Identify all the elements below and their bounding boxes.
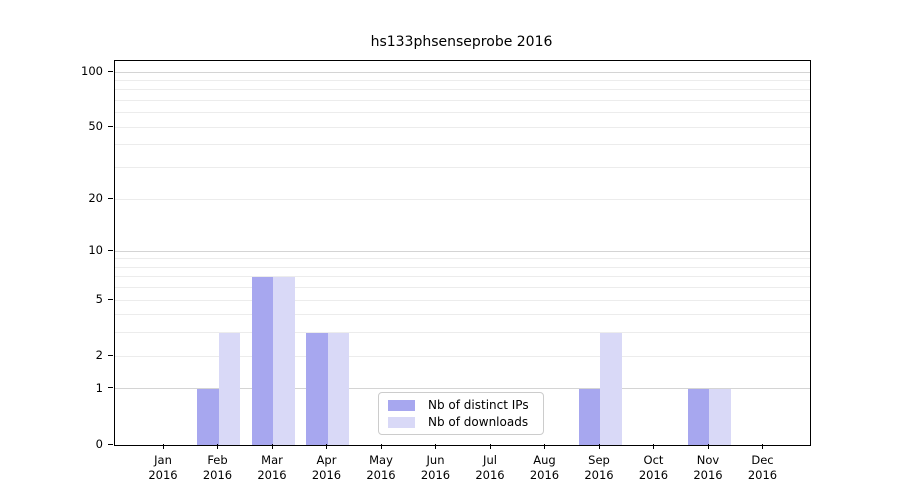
legend-item-distinct-ips: Nb of distinct IPs (388, 398, 543, 412)
bar-nb-of-downloads-feb (218, 332, 240, 445)
bar-nb-of-distinct-ips-nov (687, 388, 709, 445)
y-tick-label: 10 (88, 243, 103, 258)
minor-gridline (115, 89, 810, 91)
legend-item-downloads: Nb of downloads (388, 415, 543, 429)
y-tick-label: 2 (95, 348, 103, 363)
x-tick-mark (380, 444, 382, 449)
minor-gridline (115, 198, 810, 200)
minor-gridline (115, 126, 810, 128)
x-tick-mark (217, 444, 218, 449)
x-tick-mark (544, 444, 545, 449)
bar-nb-of-downloads-mar (273, 276, 295, 445)
y-tick-mark (108, 249, 113, 251)
x-tick-mark (762, 444, 763, 449)
x-tick-label: Aug 2016 (529, 453, 560, 482)
bar-nb-of-distinct-ips-feb (197, 388, 219, 445)
x-tick-mark (489, 444, 491, 449)
y-tick-mark (108, 70, 113, 72)
legend-label-distinct-ips: Nb of distinct IPs (428, 398, 529, 412)
legend-label-downloads: Nb of downloads (428, 415, 529, 429)
minor-gridline (115, 144, 810, 146)
minor-gridline (115, 266, 810, 268)
legend: Nb of distinct IPs Nb of downloads (378, 392, 544, 435)
x-tick-label: Dec 2016 (747, 453, 778, 482)
major-gridline (115, 388, 810, 390)
x-tick-label: Feb 2016 (202, 453, 233, 482)
x-tick-mark (598, 444, 600, 449)
x-tick-label: Jun 2016 (420, 453, 451, 482)
y-tick-label: 5 (95, 292, 103, 307)
y-tick-mark (108, 354, 113, 356)
x-tick-label: May 2016 (366, 453, 396, 482)
bar-nb-of-distinct-ips-apr (306, 332, 328, 445)
chart-title: hs133phsenseprobe 2016 (370, 34, 553, 50)
minor-gridline (115, 287, 810, 289)
major-gridline (115, 250, 810, 252)
x-tick-label: Mar 2016 (257, 453, 287, 482)
minor-gridline (115, 355, 810, 357)
x-tick-mark (326, 444, 327, 449)
y-tick-mark (108, 197, 113, 199)
y-tick-label: 100 (81, 64, 103, 79)
y-tick-mark (108, 387, 113, 389)
bar-nb-of-downloads-nov (709, 388, 731, 445)
bar-nb-of-distinct-ips-mar (251, 276, 273, 445)
y-tick-mark (108, 125, 113, 127)
y-tick-mark (108, 298, 113, 300)
x-tick-label: Jan 2016 (148, 453, 178, 482)
x-tick-mark (271, 444, 273, 449)
legend-swatch-downloads (388, 416, 415, 428)
bar-nb-of-downloads-apr (327, 332, 349, 445)
y-tick-label: 50 (88, 119, 103, 134)
x-tick-mark (435, 444, 436, 449)
bar-nb-of-downloads-sep (600, 332, 622, 445)
minor-gridline (115, 332, 810, 334)
x-tick-mark (162, 444, 164, 449)
x-tick-label: Apr 2016 (311, 453, 342, 482)
y-tick-label: 0 (95, 437, 103, 451)
bar-nb-of-distinct-ips-sep (578, 388, 600, 445)
minor-gridline (115, 167, 810, 169)
plot-area (114, 60, 811, 446)
y-tick-label: 20 (88, 191, 103, 205)
x-tick-label: Sep 2016 (584, 453, 614, 482)
x-tick-mark (707, 444, 709, 449)
minor-gridline (115, 299, 810, 301)
major-gridline (115, 71, 810, 73)
x-tick-label: Nov 2016 (693, 453, 723, 482)
y-tick-mark (108, 443, 113, 445)
x-tick-label: Oct 2016 (638, 453, 669, 482)
minor-gridline (115, 100, 810, 102)
y-tick-label: 1 (95, 380, 103, 395)
minor-gridline (115, 112, 810, 114)
legend-swatch-distinct-ips (388, 399, 415, 411)
minor-gridline (115, 258, 810, 260)
minor-gridline (115, 80, 810, 82)
minor-gridline (115, 314, 810, 316)
x-tick-mark (653, 444, 654, 449)
x-tick-label: Jul 2016 (475, 453, 505, 482)
minor-gridline (115, 276, 810, 278)
